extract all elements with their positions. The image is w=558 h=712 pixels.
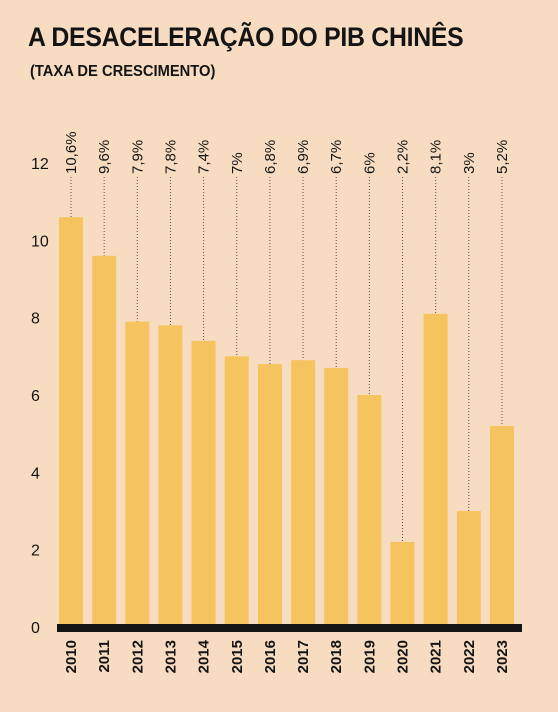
x-tick-label-7: 2017 <box>295 640 312 673</box>
bar-2013 <box>158 325 183 627</box>
bar-2012 <box>125 321 150 627</box>
y-tick-label-6: 12 <box>31 156 49 173</box>
bar-2018 <box>324 367 349 627</box>
chart-subtitle: (TAXA DE CRESCIMENTO) <box>30 63 216 80</box>
y-axis: 0 2 4 6 8 10 12 <box>31 156 49 637</box>
bar-2017 <box>291 360 316 627</box>
bar-2014 <box>191 340 216 627</box>
data-label-3: 7,8% <box>162 140 179 174</box>
data-label-10: 2,2% <box>395 140 412 174</box>
data-label-0: 10,6% <box>63 131 80 174</box>
bar-2022 <box>456 511 481 627</box>
data-label-9: 6% <box>361 152 378 174</box>
y-tick-label-0: 0 <box>31 620 40 637</box>
x-tick-label-12: 2022 <box>461 640 478 673</box>
x-tick-label-11: 2021 <box>428 640 445 673</box>
bar-2021 <box>423 313 448 627</box>
data-label-2: 7,9% <box>129 140 146 174</box>
x-tick-label-6: 2016 <box>262 640 279 673</box>
data-label-5: 7% <box>229 152 246 174</box>
x-tick-label-0: 2010 <box>63 640 80 673</box>
baseline-axis <box>57 624 522 632</box>
bar-2010 <box>59 217 83 627</box>
data-label-4: 7,4% <box>196 140 213 174</box>
x-tick-label-10: 2020 <box>395 640 412 673</box>
data-label-12: 3% <box>461 152 478 174</box>
bars <box>59 217 514 628</box>
x-axis: 2010 2011 2012 2013 2014 2015 2016 2017 2018 2019… <box>63 639 511 673</box>
data-labels: 10,6% 9,6% 7,9% 7,8% 7,4% 7% 6,8% 6,9% 6,7% 6% 2,2… <box>63 131 511 174</box>
y-tick-label-3: 6 <box>31 388 40 405</box>
leader-lines <box>70 177 503 542</box>
data-label-11: 8,1% <box>428 140 445 174</box>
data-label-7: 6,9% <box>295 140 312 174</box>
data-label-8: 6,7% <box>328 140 345 174</box>
x-tick-label-5: 2015 <box>229 640 246 673</box>
y-tick-label-1: 2 <box>31 543 40 560</box>
y-tick-label-2: 4 <box>31 465 40 482</box>
y-tick-label-4: 8 <box>31 311 40 328</box>
x-tick-label-1: 2011 <box>96 640 113 673</box>
bar-2019 <box>357 395 382 627</box>
bar-2015 <box>224 356 249 627</box>
x-tick-label-4: 2014 <box>196 639 213 673</box>
x-tick-label-2: 2012 <box>129 640 146 673</box>
x-tick-label-13: 2023 <box>494 640 511 673</box>
bar-2016 <box>257 364 282 627</box>
data-label-6: 6,8% <box>262 140 279 174</box>
x-tick-label-8: 2018 <box>328 640 345 673</box>
data-label-13: 5,2% <box>494 140 511 174</box>
bar-2011 <box>92 255 117 628</box>
bar-2020 <box>390 541 415 627</box>
chart-title: A DESACELERAÇÃO DO PIB CHINÊS <box>28 22 464 52</box>
y-tick-label-5: 10 <box>31 233 49 250</box>
data-label-1: 9,6% <box>96 140 113 174</box>
x-tick-label-3: 2013 <box>162 640 179 673</box>
bar-2023 <box>489 425 514 627</box>
x-tick-label-9: 2019 <box>361 640 378 673</box>
